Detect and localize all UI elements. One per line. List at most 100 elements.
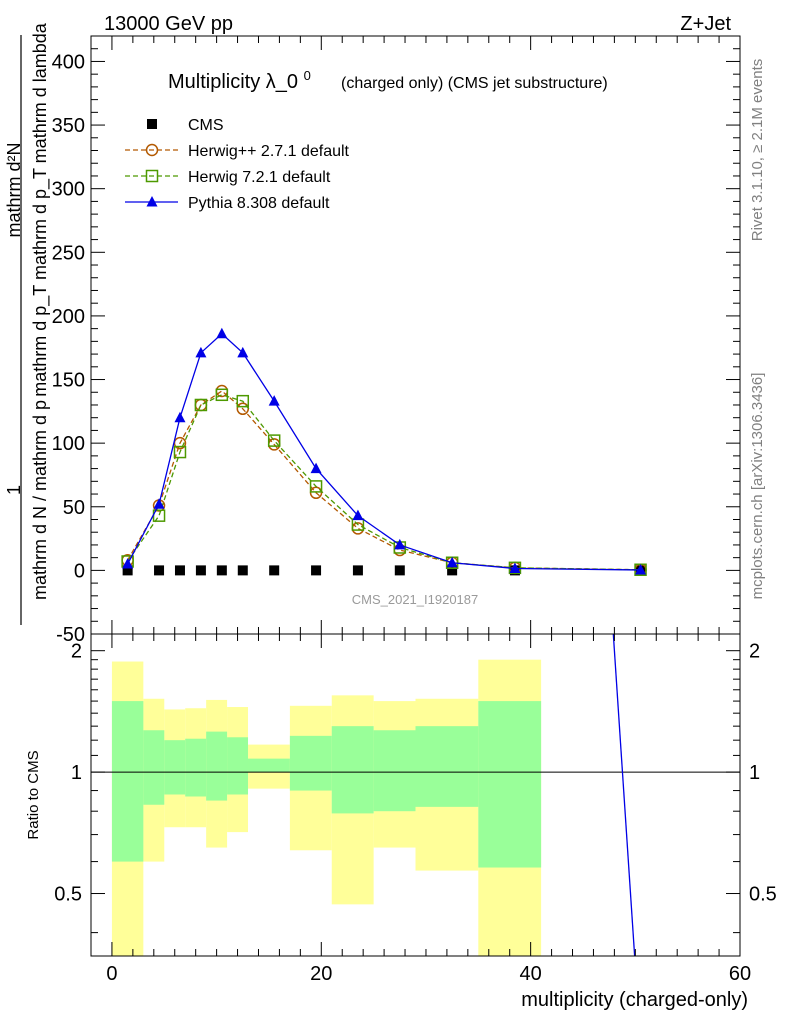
x-axis-label: multiplicity (charged-only): [521, 989, 748, 1011]
stat-uncertainty-band: [331, 726, 374, 814]
data-point: [122, 558, 134, 569]
series-pythia-8-308-default: [122, 327, 647, 575]
ratio-y-tick-label: 2: [71, 641, 82, 663]
legend-item: Herwig 7.2.1 default: [125, 169, 331, 186]
x-tick-label: 60: [729, 963, 751, 985]
x-tick-label: 20: [310, 963, 332, 985]
main-y-tick-label: -50: [56, 624, 85, 646]
ratio-plot-area: [91, 633, 740, 957]
data-point: [154, 565, 165, 576]
data-point: [446, 556, 458, 568]
ratio-series-line: [612, 633, 636, 957]
stat-uncertainty-band: [289, 735, 332, 791]
stat-uncertainty-band: [111, 701, 144, 862]
main-y-tick-label: 200: [52, 306, 85, 328]
data-point: [237, 565, 248, 576]
data-point: [352, 509, 364, 521]
y-label-right-bottom: mathrm d p_T mathrm d p_T mathrm d lambd…: [30, 22, 51, 396]
data-point: [267, 434, 281, 447]
stat-uncertainty-band: [373, 730, 416, 812]
data-point: [195, 565, 206, 576]
series-herwig-7-2-1-default: [121, 388, 647, 576]
main-y-tick-label: 50: [63, 497, 85, 519]
data-point: [310, 462, 322, 474]
data-point: [174, 565, 185, 576]
mcplots-label: mcplots.cern.ch [arXiv:1306.3436]: [749, 373, 766, 600]
data-point: [146, 196, 158, 207]
data-point: [174, 411, 186, 423]
ratio-y-tick-label: 1: [71, 762, 82, 784]
data-point: [447, 565, 458, 576]
data-point: [352, 565, 363, 576]
rivet-version-label: Rivet 3.1.10, ≥ 2.1M events: [749, 59, 766, 242]
y-label-right-top: mathrm d²N: [4, 142, 24, 237]
main-y-tick-label: 300: [52, 179, 85, 201]
stat-uncertainty-band: [415, 726, 479, 807]
main-y-tick-label: 250: [52, 242, 85, 264]
y-label-one: 1: [4, 485, 24, 495]
data-point: [216, 565, 227, 576]
ratio-panel: 0.5 0.5 1 1 2 2 0 20 40 60 Ratio to CMS multipli…: [25, 633, 777, 1011]
data-point: [635, 564, 647, 575]
main-panel: -50 0 50 100 150 200 250 300 350 400 Multiplicity…: [4, 22, 741, 646]
data-point: [145, 143, 159, 157]
series-line: [127, 394, 641, 571]
data-point: [236, 394, 250, 408]
ratio-y-tick-label-right: 1: [749, 762, 760, 784]
data-point: [153, 498, 165, 509]
data-point: [147, 119, 157, 129]
process-label: Z+Jet: [680, 13, 731, 35]
stat-uncertainty-band: [206, 731, 228, 801]
stat-uncertainty-band: [248, 758, 290, 773]
data-point: [215, 384, 229, 398]
series-line: [127, 390, 641, 571]
data-point: [394, 565, 405, 576]
stat-uncertainty-band: [185, 738, 207, 797]
ratio-frame: [90, 633, 741, 957]
main-y-axis: -50 0 50 100 150 200 250 300 350 400: [52, 35, 741, 646]
legend-item: CMS: [147, 117, 224, 134]
data-point: [122, 565, 133, 576]
legend: CMS Herwig++ 2.7.1 default Herwig 7.2.1 de…: [125, 117, 350, 212]
x-tick-label: 0: [106, 963, 117, 985]
main-y-axis-label: 1 mathrm d N / mathrm d p mathrm d²N mat…: [4, 22, 51, 625]
series-herwig-2-7-1-default: [121, 384, 647, 576]
data-point: [173, 445, 187, 459]
legend-label: Herwig 7.2.1 default: [188, 169, 331, 186]
data-point: [145, 169, 159, 183]
legend-item: Pythia 8.308 default: [125, 195, 330, 212]
y-label-denominator: mathrm d N / mathrm d p: [30, 400, 50, 600]
data-point: [309, 480, 323, 493]
stat-uncertainty-band: [478, 701, 542, 868]
data-point: [195, 346, 207, 358]
stat-uncertainty-band: [164, 740, 186, 795]
data-point: [509, 562, 521, 573]
data-point: [215, 388, 229, 402]
legend-item: Herwig++ 2.7.1 default: [125, 143, 350, 160]
main-y-tick-label: 100: [52, 433, 85, 455]
ratio-y-tick-label-right: 0.5: [749, 884, 777, 906]
legend-label: Herwig++ 2.7.1 default: [188, 143, 350, 160]
data-point: [311, 565, 322, 576]
stat-uncertainty-band: [143, 730, 165, 805]
energy-label: 13000 GeV pp: [104, 13, 233, 35]
series-cms: [122, 565, 646, 576]
data-point: [216, 327, 228, 339]
series-line: [127, 332, 641, 571]
x-tick-label: 40: [520, 963, 542, 985]
data-point: [268, 395, 280, 406]
data-point: [394, 538, 406, 550]
main-subtitle: (charged only) (CMS jet substructure): [341, 75, 608, 92]
main-y-tick-label: 400: [52, 51, 85, 73]
main-y-tick-label: 0: [74, 560, 85, 582]
legend-label: Pythia 8.308 default: [188, 195, 330, 212]
ratio-y-tick-label-right: 2: [749, 641, 760, 663]
x-axis: 0 20 40 60: [106, 634, 751, 985]
main-y-tick-label: 350: [52, 115, 85, 137]
stat-uncertainty-band: [227, 737, 249, 795]
ratio-y-axis: 0.5 0.5 1 1 2 2: [54, 641, 777, 934]
ratio-y-axis-label: Ratio to CMS: [25, 750, 42, 839]
watermark-label: CMS_2021_I1920187: [352, 592, 479, 607]
data-point: [269, 565, 280, 576]
main-y-tick-label: 150: [52, 370, 85, 392]
